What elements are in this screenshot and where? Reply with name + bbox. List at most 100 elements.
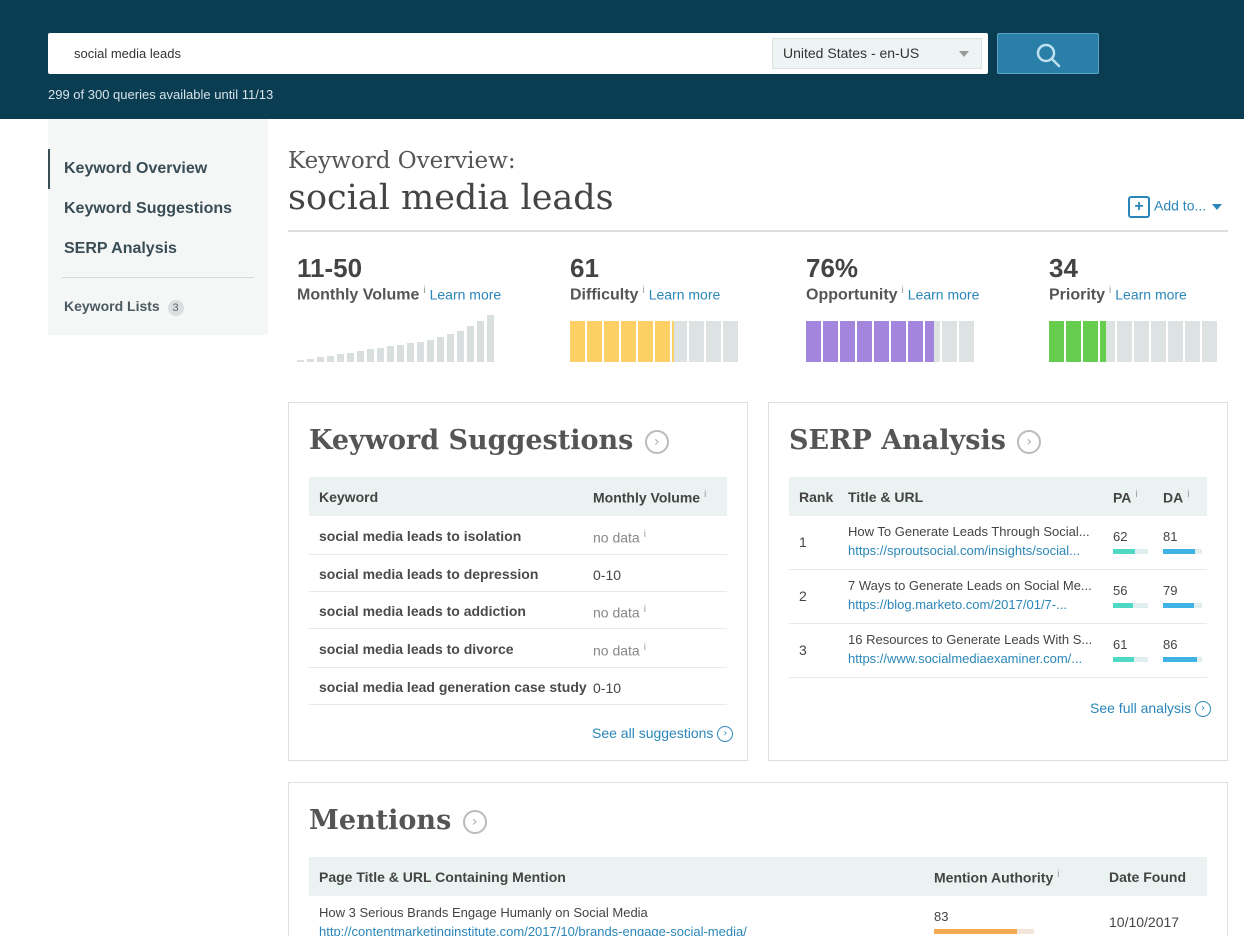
da-bar-fill: [1163, 549, 1195, 554]
table-row: 1 How To Generate Leads Through Social...…: [789, 516, 1207, 570]
volume-trend-bar: [297, 360, 304, 362]
keyword-lists-count-badge: 3: [167, 300, 184, 316]
pa-bar-fill: [1113, 603, 1133, 608]
mention-title[interactable]: How 3 Serious Brands Engage Humanly on S…: [319, 905, 648, 920]
info-icon[interactable]: i: [1187, 489, 1190, 500]
search-icon: [1036, 43, 1061, 68]
meter-segment-fill: [672, 321, 674, 362]
result-url-link[interactable]: https://sproutsocial.com/insights/social…: [848, 543, 1080, 558]
mention-url-link[interactable]: http://contentmarketinginstitute.com/201…: [319, 924, 747, 936]
column-header-pa[interactable]: PA i: [1113, 489, 1138, 506]
meter-segment: [891, 321, 906, 362]
keyword-search-input[interactable]: [48, 33, 768, 74]
chevron-right-circle-icon[interactable]: ›: [462, 809, 487, 834]
volume-trend-bar: [467, 326, 474, 362]
meter-segment: [959, 321, 974, 362]
info-icon[interactable]: i: [423, 285, 426, 296]
info-icon[interactable]: i: [643, 604, 646, 615]
see-full-analysis-link[interactable]: See full analysis ›: [1090, 700, 1212, 718]
priority-meter: [1049, 321, 1218, 362]
meter-segment: [806, 321, 821, 362]
result-url-link[interactable]: https://blog.marketo.com/2017/01/7-...: [848, 597, 1067, 612]
info-icon[interactable]: i: [1057, 869, 1060, 880]
meter-segment: [1185, 321, 1200, 362]
column-header-date-found[interactable]: Date Found: [1109, 869, 1186, 885]
sidebar-item-keyword-suggestions[interactable]: Keyword Suggestions: [64, 200, 233, 217]
monthly-volume-cell: no data i: [593, 642, 646, 659]
see-all-suggestions-link[interactable]: See all suggestions ›: [592, 725, 734, 743]
chevron-right-circle-icon[interactable]: ›: [1017, 429, 1042, 454]
volume-trend-bar: [427, 340, 434, 362]
keyword-cell[interactable]: social media leads to divorce: [319, 641, 514, 657]
info-icon[interactable]: i: [643, 529, 646, 540]
meter-segment-fill: [604, 321, 619, 362]
volume-trend-bar: [407, 343, 414, 362]
da-bar: [1163, 657, 1202, 662]
locale-value: United States - en-US: [783, 45, 920, 61]
column-header-page-title-url[interactable]: Page Title & URL Containing Mention: [319, 869, 566, 885]
info-icon[interactable]: i: [642, 285, 645, 296]
active-indicator: [48, 149, 50, 189]
meter-segment: [1083, 321, 1098, 362]
sidebar-item-keyword-lists[interactable]: Keyword Lists 3: [64, 298, 184, 316]
meter-segment: [604, 321, 619, 362]
info-icon[interactable]: i: [1135, 489, 1138, 500]
result-title-link[interactable]: How To Generate Leads Through Social...: [848, 524, 1090, 539]
keyword-cell[interactable]: social media leads to isolation: [319, 528, 522, 544]
search-button[interactable]: [997, 33, 1099, 74]
info-icon[interactable]: i: [643, 642, 646, 653]
overview-keyword-title: social media leads: [288, 178, 614, 218]
column-header-mention-authority[interactable]: Mention Authority i: [934, 869, 1059, 886]
keyword-cell[interactable]: social media leads to addiction: [319, 603, 526, 619]
meter-segment: [840, 321, 855, 362]
table-row[interactable]: social media leads to divorce no data i: [309, 629, 727, 668]
locale-select[interactable]: United States - en-US: [772, 38, 982, 69]
monthly-volume-header-label: Monthly Volume: [593, 489, 701, 506]
monthly-volume-trend: [297, 315, 497, 362]
result-title-link[interactable]: 7 Ways to Generate Leads on Social Me...: [848, 578, 1092, 593]
monthly-volume-cell: 0-10: [593, 680, 621, 696]
volume-trend-bar: [357, 351, 364, 362]
learn-more-link[interactable]: Learn more: [648, 286, 721, 303]
keyword-cell[interactable]: social media lead generation case study: [319, 679, 587, 695]
info-icon[interactable]: i: [1109, 285, 1112, 296]
meter-segment: [1168, 321, 1183, 362]
table-row[interactable]: social media leads to depression 0-10: [309, 555, 727, 592]
monthly-volume-value: no data: [593, 529, 640, 546]
keyword-cell[interactable]: social media leads to depression: [319, 566, 539, 582]
learn-more-link[interactable]: Learn more: [907, 286, 980, 303]
serp-analysis-title: SERP Analysis: [789, 425, 1006, 456]
table-row[interactable]: social media lead generation case study 0…: [309, 668, 727, 705]
column-header-rank[interactable]: Rank: [799, 489, 834, 505]
meter-segment-fill: [1066, 321, 1081, 362]
add-to-list-button[interactable]: + Add to...: [1128, 196, 1223, 218]
result-url-link[interactable]: https://www.socialmediaexaminer.com/...: [848, 651, 1083, 666]
volume-trend-bar: [367, 349, 374, 362]
chevron-right-circle-icon[interactable]: ›: [644, 429, 669, 454]
priority-label: Priority: [1049, 286, 1106, 304]
info-icon[interactable]: i: [901, 285, 904, 296]
difficulty-value: 61: [570, 253, 599, 283]
column-header-da[interactable]: DA i: [1163, 489, 1189, 506]
info-icon[interactable]: i: [704, 489, 707, 500]
opportunity-value: 76%: [806, 253, 859, 283]
table-row[interactable]: social media leads to isolation no data i: [309, 516, 727, 555]
da-value: 81: [1163, 529, 1178, 544]
meter-segment: [1202, 321, 1217, 362]
result-title-link[interactable]: 16 Resources to Generate Leads With S...: [848, 632, 1093, 647]
meter-segment: [857, 321, 872, 362]
sidebar-item-keyword-overview[interactable]: Keyword Overview: [64, 160, 208, 177]
learn-more-link[interactable]: Learn more: [429, 286, 502, 303]
table-row: How 3 Serious Brands Engage Humanly on S…: [309, 896, 1207, 936]
monthly-volume-value: 0-10: [593, 680, 622, 696]
learn-more-link[interactable]: Learn more: [1115, 286, 1187, 303]
da-header-label: DA: [1163, 489, 1184, 506]
metric-difficulty: 61 Difficulty i Learn more: [570, 253, 720, 304]
sidebar-item-serp-analysis[interactable]: SERP Analysis: [64, 240, 177, 257]
column-header-monthly-volume[interactable]: Monthly Volume i: [593, 489, 706, 506]
meter-segment-fill: [1100, 321, 1106, 362]
volume-trend-bar: [487, 315, 494, 362]
table-row[interactable]: social media leads to addiction no data i: [309, 592, 727, 629]
column-header-title-url[interactable]: Title & URL: [848, 489, 924, 505]
column-header-keyword[interactable]: Keyword: [319, 489, 379, 505]
